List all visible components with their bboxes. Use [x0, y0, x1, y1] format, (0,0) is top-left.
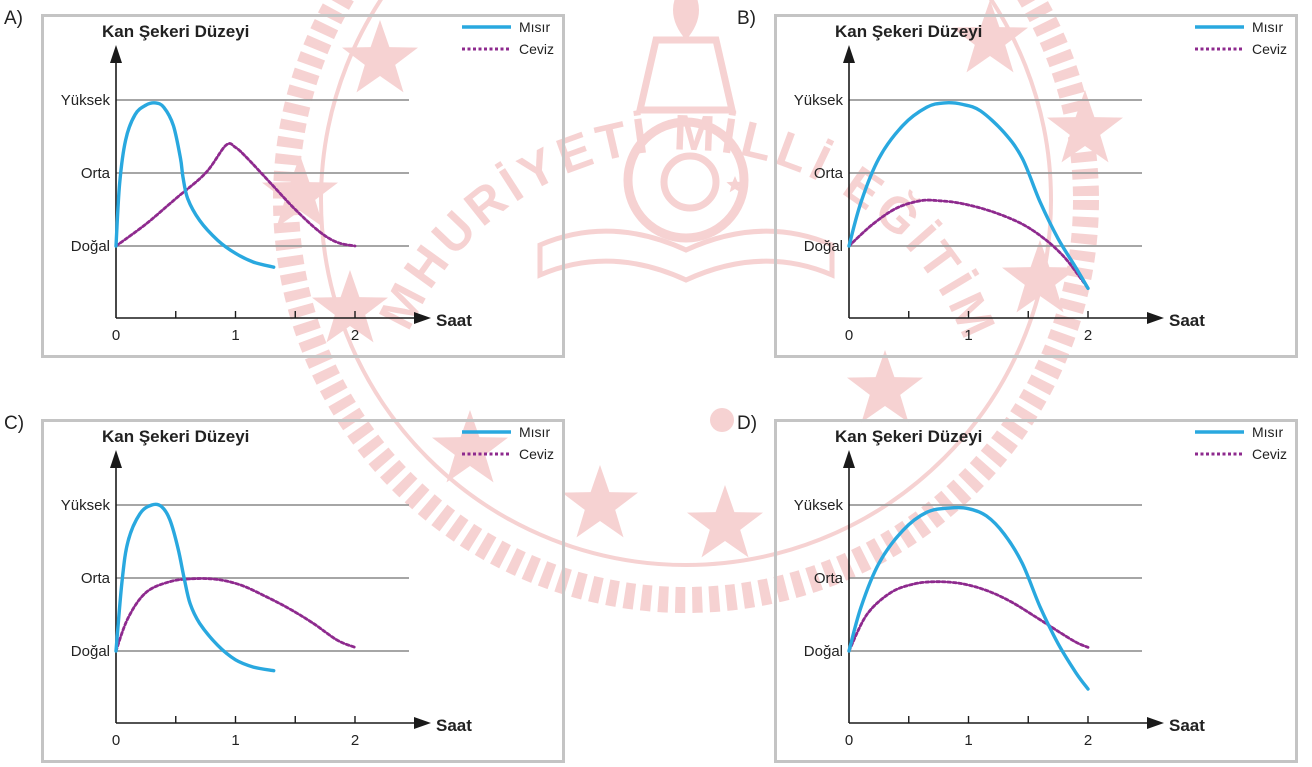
y-level-label: Orta: [814, 570, 844, 587]
chart-title: Kan Şekeri Düzeyi: [102, 22, 249, 41]
option-d-label: D): [737, 413, 758, 434]
x-axis-label: Saat: [1169, 716, 1205, 735]
legend-label: Mısır: [519, 19, 550, 35]
series-line-misir: [114, 502, 276, 673]
chart-panel-a: 0 1 2 Yüksek Orta Doğal Kan Şekeri Düzeyi Saat M…: [41, 14, 565, 358]
series-line-ceviz: [114, 577, 357, 653]
option-a-label: A): [4, 8, 23, 29]
watermark-star-icon: [1002, 240, 1078, 313]
y-level-label: Orta: [814, 165, 844, 182]
y-axis-arrow-icon: [110, 45, 122, 63]
x-tick-label: 2: [351, 732, 359, 749]
x-tick-label: 1: [231, 327, 239, 344]
watermark-rope-ring: [273, 0, 1099, 613]
legend-label: Ceviz: [519, 41, 554, 57]
x-axis-arrow-icon: [1147, 717, 1164, 729]
chart-a: 0 1 2 Yüksek Orta Doğal Kan Şekeri Düzeyi Saat M…: [61, 19, 554, 344]
watermark-star-icon: [312, 270, 388, 343]
x-axis-label: Saat: [436, 311, 472, 330]
x-tick-label: 0: [112, 327, 120, 344]
option-c-label: C): [4, 413, 25, 434]
series-line-misir: [847, 505, 1090, 691]
x-tick-label: 0: [112, 732, 120, 749]
y-level-label: Yüksek: [61, 497, 111, 514]
watermark-torch-bowl: [623, 117, 749, 243]
legend-label: Ceviz: [1252, 446, 1287, 462]
x-tick-label: 2: [1084, 327, 1092, 344]
watermark-small-star-icon: [726, 176, 744, 193]
series-line-ceviz: [847, 198, 1090, 290]
legend-label: Mısır: [519, 424, 550, 440]
watermark-torch-icon: [635, 36, 737, 114]
x-axis-label: Saat: [436, 716, 472, 735]
watermark-star-icon: [1047, 90, 1123, 163]
series-line-misir: [114, 101, 276, 269]
x-tick-label: 1: [231, 732, 239, 749]
chart-b: 0 1 2 Yüksek Orta Doğal Kan Şekeri Düzeyi Saat M…: [794, 19, 1287, 344]
series-line-ceviz: [114, 142, 357, 248]
chart-title: Kan Şekeri Düzeyi: [102, 427, 249, 446]
watermark-inner-ring: [319, 0, 1053, 567]
y-level-label: Yüksek: [61, 92, 111, 109]
y-level-label: Yüksek: [794, 497, 844, 514]
legend-label: Ceviz: [519, 446, 554, 462]
watermark-star-icon: [847, 350, 923, 423]
chart-title: Kan Şekeri Düzeyi: [835, 427, 982, 446]
watermark-star-icon: [342, 20, 418, 93]
x-axis-arrow-icon: [414, 312, 431, 324]
watermark-star-icon: [952, 0, 1028, 73]
watermark-star-icon: [562, 465, 638, 538]
y-level-label: Doğal: [71, 238, 110, 255]
chart-panel-b: 0 1 2 Yüksek Orta Doğal Kan Şekeri Düzeyi Saat M…: [774, 14, 1298, 358]
x-axis-arrow-icon: [1147, 312, 1164, 324]
x-axis-arrow-icon: [414, 717, 431, 729]
chart-panel-c: 0 1 2 Yüksek Orta Doğal Kan Şekeri Düzeyi Saat M…: [41, 419, 565, 763]
y-level-label: Doğal: [804, 643, 843, 660]
y-level-label: Doğal: [71, 643, 110, 660]
chart-d: 0 1 2 Yüksek Orta Doğal Kan Şekeri Düzeyi Saat M…: [794, 424, 1287, 749]
x-axis-label: Saat: [1169, 311, 1205, 330]
y-level-label: Yüksek: [794, 92, 844, 109]
y-axis-arrow-icon: [843, 45, 855, 63]
watermark-flame-icon: [673, 0, 699, 40]
chart-panel-d: 0 1 2 Yüksek Orta Doğal Kan Şekeri Düzeyi Saat M…: [774, 419, 1298, 763]
watermark-star-icon: [262, 155, 338, 228]
watermark-dot: [710, 408, 734, 432]
watermark-crescent-icon: [660, 152, 720, 212]
x-tick-label: 0: [845, 732, 853, 749]
y-level-label: Orta: [81, 570, 111, 587]
legend-label: Ceviz: [1252, 41, 1287, 57]
option-b-label: B): [737, 8, 756, 29]
x-tick-label: 1: [964, 732, 972, 749]
watermark-book-icon: [537, 228, 835, 283]
watermark-star-icon: [687, 485, 763, 558]
y-level-label: Doğal: [804, 238, 843, 255]
y-axis-arrow-icon: [843, 450, 855, 468]
legend-label: Mısır: [1252, 424, 1283, 440]
chart-c: 0 1 2 Yüksek Orta Doğal Kan Şekeri Düzeyi Saat M…: [61, 424, 554, 749]
y-axis-arrow-icon: [110, 450, 122, 468]
legend-label: Mısır: [1252, 19, 1283, 35]
x-tick-label: 2: [351, 327, 359, 344]
watermark-star-icon: [432, 410, 508, 483]
chart-title: Kan Şekeri Düzeyi: [835, 22, 982, 41]
x-tick-label: 2: [1084, 732, 1092, 749]
y-level-label: Orta: [81, 165, 111, 182]
series-line-ceviz: [847, 580, 1090, 653]
series-line-misir: [847, 101, 1090, 290]
x-tick-label: 0: [845, 327, 853, 344]
x-tick-label: 1: [964, 327, 972, 344]
